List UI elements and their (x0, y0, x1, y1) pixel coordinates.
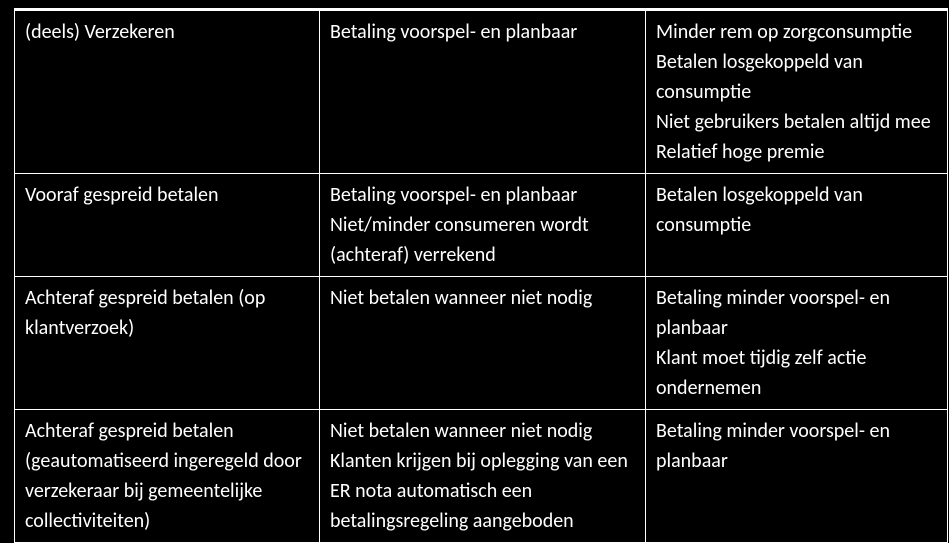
cell-r2-c2: Betaling voorspel- en planbaarNiet/minde… (320, 174, 646, 277)
cell-r1-c1: (deels) Verzekeren (15, 10, 320, 174)
table-row: (deels) Verzekeren Betaling voorspel- en… (15, 10, 948, 174)
cell-r3-c2: Niet betalen wanneer niet nodig (320, 277, 646, 410)
cell-r4-c3: Betaling minder voorspel- en planbaar (646, 410, 948, 543)
table-row: Vooraf gespreid betalen Betaling voorspe… (15, 174, 948, 277)
cell-r3-c1: Achteraf gespreid betalen (op klantverzo… (15, 277, 320, 410)
table-row: Achteraf gespreid betalen (geautomatisee… (15, 410, 948, 543)
cell-r1-c2: Betaling voorspel- en planbaar (320, 10, 646, 174)
cell-r2-c3: Betalen losgekoppeld van consumptie (646, 174, 948, 277)
cell-r2-c1: Vooraf gespreid betalen (15, 174, 320, 277)
table-body: (deels) Verzekeren Betaling voorspel- en… (15, 10, 948, 543)
cell-r4-c1: Achteraf gespreid betalen (geautomatisee… (15, 410, 320, 543)
cell-r3-c3: Betaling minder voorspel- en planbaarKla… (646, 277, 948, 410)
cell-r4-c2: Niet betalen wanneer niet nodigKlanten k… (320, 410, 646, 543)
cell-r1-c3: Minder rem op zorgconsumptieBetalen losg… (646, 10, 948, 174)
info-table: (deels) Verzekeren Betaling voorspel- en… (14, 8, 948, 543)
table-row: Achteraf gespreid betalen (op klantverzo… (15, 277, 948, 410)
